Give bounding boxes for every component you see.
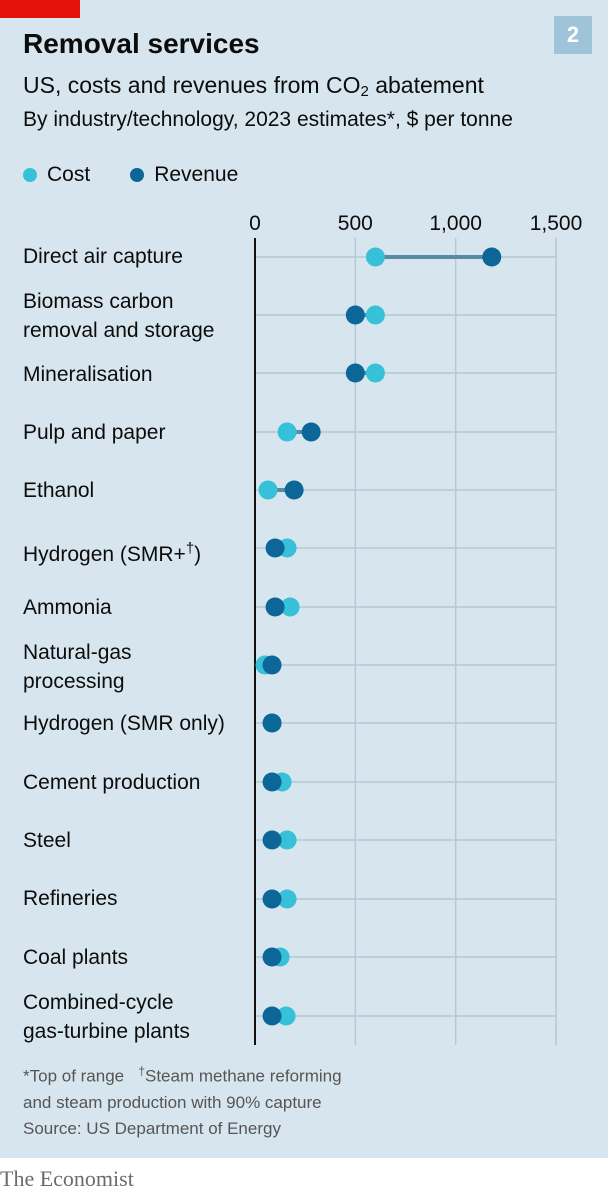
- footnote-dagger-line1: Steam methane reforming: [145, 1066, 342, 1086]
- category-label-biomass: Biomass carbon removal and storage: [23, 287, 248, 345]
- revenue-dot-2: [345, 363, 365, 383]
- category-label-natural-gas: Natural-gas processing: [23, 638, 248, 696]
- cost-dot-6: [280, 597, 300, 617]
- category-label-refineries: Refineries: [23, 887, 118, 910]
- cost-dot-11: [277, 889, 297, 909]
- revenue-dot-11: [262, 889, 282, 909]
- category-label-natural-gas-line2: processing: [23, 670, 125, 693]
- cost-dot-13: [276, 1006, 296, 1026]
- legend: Cost Revenue: [23, 163, 278, 187]
- chart-panel: [0, 0, 608, 1158]
- subtitle-text-end: abatement: [368, 72, 484, 98]
- tick-label-0: 0: [249, 212, 261, 235]
- cost-dot-2: [365, 363, 385, 383]
- category-label-combined-cycle-line1: Combined-cycle: [23, 991, 174, 1014]
- chart-number-badge: 2: [554, 16, 592, 54]
- hydrogen-smr-plus-dagger: †: [185, 540, 195, 557]
- category-label-hydrogen-smr-plus: Hydrogen (SMR+†): [23, 534, 248, 569]
- footnote-dagger-mark: †: [138, 1064, 145, 1078]
- tick-label-1: 500: [338, 212, 373, 235]
- subtitle-subscript: 2: [360, 83, 369, 100]
- chart-description: By industry/technology, 2023 estimates*,…: [23, 108, 513, 131]
- brand-wordmark: The Economist: [0, 1166, 134, 1191]
- legend-cost-swatch: [23, 168, 37, 182]
- cost-dot-3: [277, 422, 297, 442]
- chart-title: Removal services: [23, 28, 260, 59]
- footnote-star: *Top of range: [23, 1066, 125, 1086]
- legend-item-revenue: Revenue: [130, 163, 238, 187]
- revenue-dot-8: [262, 713, 282, 733]
- legend-revenue-swatch: [130, 168, 145, 182]
- revenue-dot-3: [301, 422, 321, 442]
- legend-revenue-label: Revenue: [154, 163, 239, 186]
- cost-dot-0: [365, 247, 385, 267]
- revenue-dot-13: [262, 1006, 282, 1026]
- legend-cost-label: Cost: [47, 163, 91, 186]
- category-label-cement: Cement production: [23, 771, 201, 794]
- footnotes: *Top of range †Steam methane reforming a…: [23, 1058, 342, 1142]
- revenue-dot-12: [262, 947, 282, 967]
- revenue-dot-9: [262, 772, 282, 792]
- category-label-biomass-line1: Biomass carbon: [23, 290, 174, 313]
- category-label-hydrogen-smr-only: Hydrogen (SMR only): [23, 712, 225, 735]
- hydrogen-smr-plus-text: Hydrogen (SMR+: [23, 543, 186, 566]
- category-label-combined-cycle-line2: gas-turbine plants: [23, 1020, 190, 1043]
- category-label-mineralisation: Mineralisation: [23, 363, 153, 386]
- category-label-steel: Steel: [23, 829, 71, 852]
- cost-dot-10: [277, 830, 297, 850]
- chart-subtitle: US, costs and revenues from CO2 abatemen…: [23, 72, 484, 100]
- tick-label-2: 1,000: [429, 212, 482, 235]
- revenue-dot-6: [265, 597, 285, 617]
- category-label-biomass-line2: removal and storage: [23, 319, 215, 342]
- category-label-ammonia: Ammonia: [23, 596, 112, 619]
- category-label-ethanol: Ethanol: [23, 479, 95, 502]
- cost-dot-1: [365, 305, 385, 325]
- category-label-natural-gas-line1: Natural-gas: [23, 641, 132, 664]
- subtitle-text: US, costs and revenues from CO: [23, 72, 361, 98]
- tick-label-3: 1,500: [530, 212, 583, 235]
- brand-red-tag: [0, 0, 80, 18]
- category-label-combined-cycle: Combined-cycle gas-turbine plants: [23, 988, 248, 1046]
- cost-dot-4: [258, 480, 278, 500]
- revenue-dot-4: [284, 480, 304, 500]
- revenue-dot-10: [262, 830, 282, 850]
- category-label-pulp-and-paper: Pulp and paper: [23, 421, 166, 444]
- revenue-dot-0: [482, 247, 502, 267]
- revenue-dot-1: [345, 305, 365, 325]
- dot-plot: 0 500 1,000 1,500: [249, 212, 583, 1045]
- category-label-direct-air-capture: Direct air capture: [23, 245, 183, 268]
- footnote-dagger-line2: and steam production with 90% capture: [23, 1092, 322, 1112]
- revenue-dot-7: [262, 655, 282, 675]
- source-note: Source: US Department of Energy: [23, 1118, 281, 1138]
- legend-item-cost: Cost: [23, 163, 90, 187]
- hydrogen-smr-plus-close: ): [194, 543, 202, 566]
- revenue-dot-5: [265, 538, 285, 558]
- category-label-coal-plants: Coal plants: [23, 946, 129, 969]
